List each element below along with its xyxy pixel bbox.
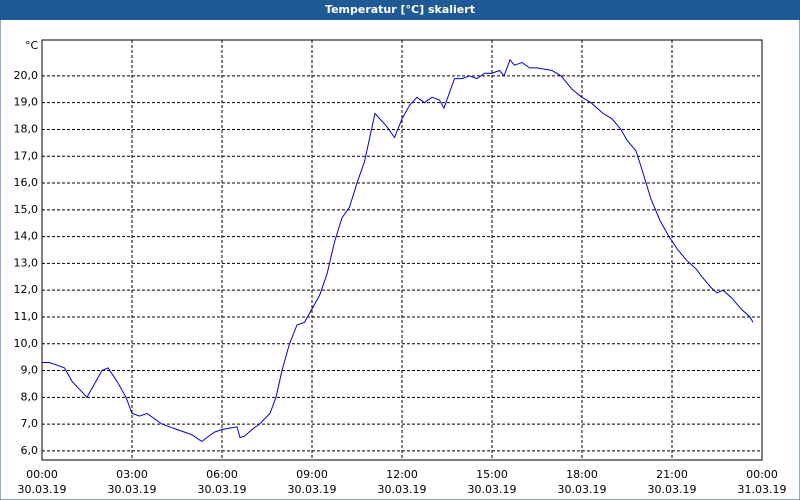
y-tick-label: 20,0 [14, 69, 39, 82]
y-tick-label: 19,0 [14, 96, 39, 109]
y-tick-label: 12,0 [14, 283, 39, 296]
y-tick-label: 9,0 [21, 364, 39, 377]
x-tick-label: 00:00 [746, 468, 778, 481]
data-line [42, 58, 754, 443]
y-tick-label: 18,0 [14, 122, 39, 135]
x-tick-label: 09:00 [296, 468, 328, 481]
x-tick-label: 21:00 [656, 468, 688, 481]
x-tick-date: 30.03.19 [108, 483, 157, 496]
y-tick-label: 15,0 [14, 203, 39, 216]
y-tick-label: 6,0 [21, 444, 39, 457]
y-tick-label: 10,0 [14, 337, 39, 350]
y-unit: °C [25, 39, 39, 52]
x-tick-label: 03:00 [116, 468, 148, 481]
y-tick-label: 13,0 [14, 256, 39, 269]
x-tick-label: 15:00 [476, 468, 508, 481]
title-bar [0, 0, 800, 20]
x-tick-label: 18:00 [566, 468, 598, 481]
x-tick-date: 30.03.19 [468, 483, 517, 496]
x-tick-date: 30.03.19 [648, 483, 697, 496]
y-tick-label: 11,0 [14, 310, 39, 323]
x-tick-label: 06:00 [206, 468, 238, 481]
y-tick-label: 17,0 [14, 149, 39, 162]
chart-title: Temperatur [°C] skaliert [325, 3, 475, 16]
x-tick-date: 30.03.19 [198, 483, 247, 496]
x-tick-date: 31.03.19 [738, 483, 787, 496]
x-tick-label: 00:00 [26, 468, 58, 481]
x-tick-date: 30.03.19 [288, 483, 337, 496]
x-tick-date: 30.03.19 [558, 483, 607, 496]
plot-frame [41, 39, 763, 461]
x-tick-date: 30.03.19 [18, 483, 67, 496]
y-tick-label: 8,0 [21, 390, 39, 403]
x-tick-date: 30.03.19 [378, 483, 427, 496]
y-tick-label: 16,0 [14, 176, 39, 189]
y-tick-label: 7,0 [21, 417, 39, 430]
x-tick-label: 12:00 [386, 468, 418, 481]
y-tick-label: 14,0 [14, 230, 39, 243]
